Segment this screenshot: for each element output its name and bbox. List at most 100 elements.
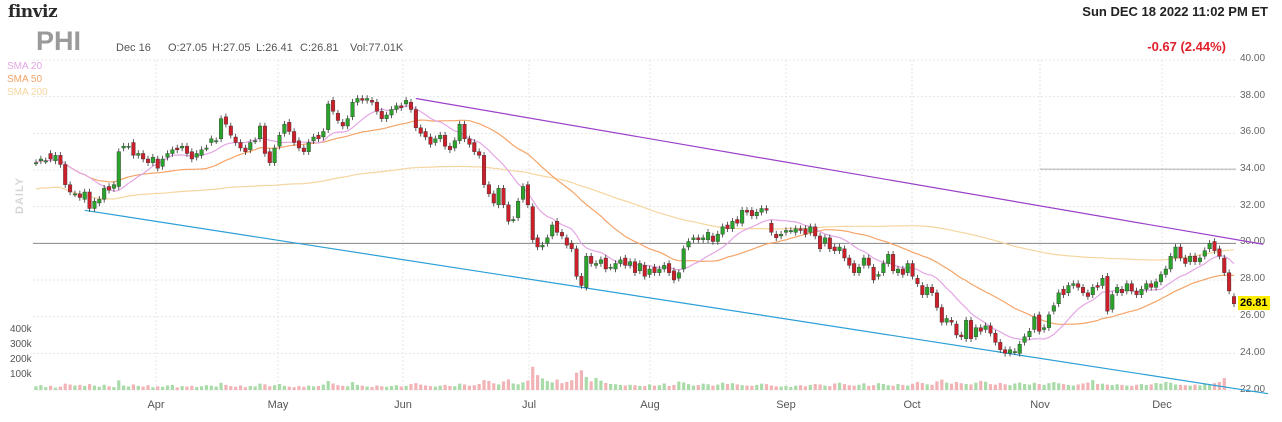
candle-body (910, 263, 915, 277)
volume-bar (599, 380, 603, 390)
volume-bar (34, 386, 38, 390)
candle-body (1037, 314, 1042, 332)
volume-bar (667, 385, 671, 390)
volume-bar (579, 370, 584, 390)
candle-body (603, 257, 608, 270)
volume-bar (277, 383, 282, 390)
candle-body (321, 131, 326, 138)
volume-bar (170, 384, 174, 390)
volume-bar (448, 385, 452, 390)
candle-body (1071, 283, 1076, 286)
open-value: O:27.05 (168, 42, 208, 54)
candle-body (1173, 246, 1178, 259)
volume-bar (847, 385, 851, 390)
volume-bar (185, 386, 189, 390)
candle-body (745, 210, 750, 213)
x-tick-jul: Jul (521, 399, 537, 411)
volume-bar (63, 383, 67, 390)
y-tick: 36.00 (1240, 126, 1266, 137)
volume-bar (672, 384, 676, 390)
volume-bar (58, 386, 62, 390)
volume-bar (1042, 384, 1046, 390)
candle-body (642, 265, 647, 277)
candle-body (34, 162, 39, 165)
volume-bar (604, 383, 608, 390)
volume-bar (954, 381, 959, 390)
volume-bar (385, 386, 389, 390)
y-tick: 24.00 (1240, 347, 1266, 358)
candle-body (209, 138, 214, 143)
volume-bar (1198, 385, 1202, 390)
volume-bar (1110, 385, 1114, 390)
volume-bar (92, 385, 97, 390)
candle-body (628, 261, 633, 266)
volume-bar (297, 386, 301, 390)
volume-bar (1081, 383, 1085, 390)
x-tick-sep: Sep (776, 399, 796, 411)
candle-body (1158, 274, 1163, 283)
volume-bar (745, 385, 749, 390)
candle-body (1188, 255, 1193, 262)
volume-bar (609, 383, 613, 390)
candle-body (170, 149, 175, 154)
volume-bar (808, 384, 812, 390)
candle-body (569, 243, 574, 250)
candle-body (633, 261, 638, 273)
last-price-tag: 26.81 (1238, 296, 1270, 310)
candle-body (233, 136, 238, 143)
candle-body (954, 323, 959, 336)
volume-bar (1139, 384, 1144, 390)
candle-body (408, 101, 413, 110)
candle-body (189, 151, 194, 160)
candle-body (335, 112, 340, 121)
candle-body (486, 184, 491, 195)
volume-bar (97, 386, 101, 390)
finviz-logo[interactable]: finviz (8, 2, 58, 22)
volume-bar (263, 384, 267, 390)
volume-bar (307, 385, 311, 390)
candle-body (978, 327, 983, 332)
candle-body (988, 325, 993, 334)
volume-bar (428, 386, 433, 390)
volume-bar (117, 380, 121, 390)
candle-body (311, 136, 316, 141)
candle-body (1056, 292, 1061, 305)
candle-body (530, 206, 535, 240)
candle-body (204, 147, 209, 150)
volume-bar (219, 382, 223, 390)
candle-body (623, 257, 628, 266)
volume-bar (506, 379, 510, 390)
volume-bar (876, 383, 881, 390)
candle-body (126, 145, 131, 148)
candle-body (228, 125, 233, 136)
candle-body (525, 184, 530, 206)
candle-body (131, 142, 136, 156)
candle-body (915, 277, 920, 284)
trendline (84, 209, 1269, 395)
candle-body (925, 287, 930, 295)
volume-bar (1193, 384, 1197, 390)
candle-body (1178, 246, 1183, 259)
volume-bar (1212, 383, 1217, 390)
candle-body (306, 142, 311, 152)
candle-body (501, 188, 506, 206)
candle-body (983, 325, 988, 330)
candle-body (973, 327, 978, 338)
volume-tick: 400k (10, 324, 32, 335)
candle-body (540, 244, 545, 248)
candle-body (365, 98, 370, 101)
x-tick-oct: Oct (903, 399, 921, 411)
candle-body (998, 342, 1003, 350)
candle-body (832, 246, 837, 251)
volume-bar (1115, 384, 1119, 390)
candle-body (774, 233, 779, 239)
candle-body (175, 147, 180, 151)
volume-bar (273, 385, 277, 390)
candle-body (1051, 305, 1056, 312)
candle-body (48, 153, 53, 160)
candle-body (866, 257, 871, 266)
candle-body (662, 265, 667, 270)
volume-bar (1188, 385, 1192, 390)
candle-body (316, 134, 321, 140)
